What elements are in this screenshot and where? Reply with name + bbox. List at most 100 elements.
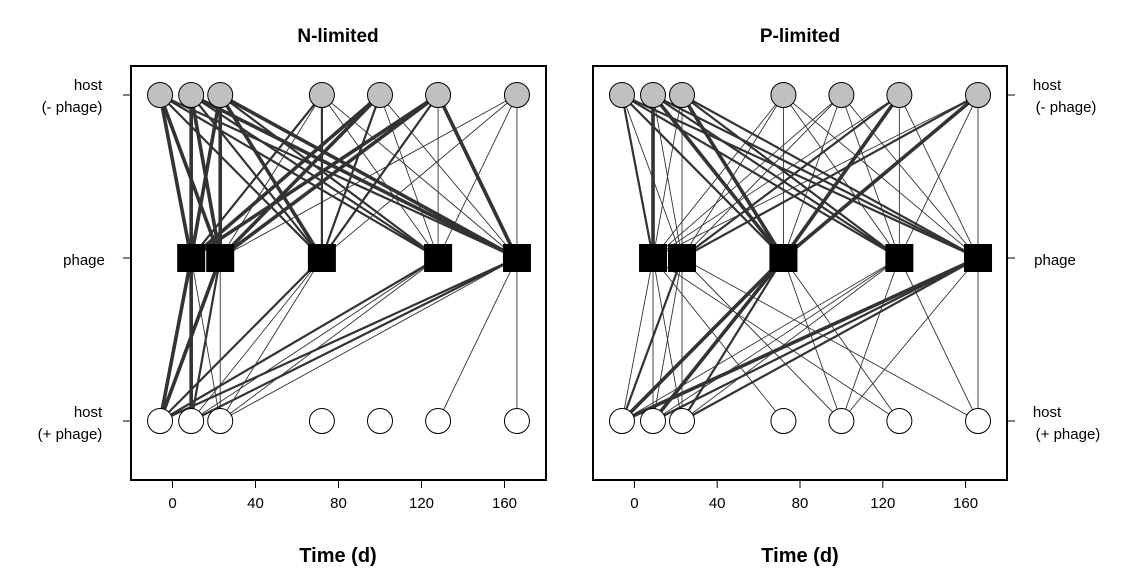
- link-upper: [782, 94, 842, 259]
- link-lower: [219, 257, 518, 422]
- host-minus-node: [640, 82, 667, 108]
- panel-title: P-limited: [760, 26, 840, 47]
- link-lower: [680, 256, 785, 423]
- link-lower: [652, 257, 900, 422]
- host-plus-node: [308, 408, 335, 434]
- link-lower: [158, 256, 323, 423]
- host-minus-node: [770, 82, 797, 108]
- row-axis: [123, 94, 131, 422]
- x-tick-label: 160: [953, 495, 978, 512]
- link-lower: [158, 256, 193, 423]
- x-axis: 0 40 80 120 160: [168, 480, 517, 512]
- nodes-layer: [147, 82, 531, 434]
- link-upper: [189, 93, 382, 260]
- link-lower: [620, 256, 980, 423]
- x-tick-label: 120: [870, 495, 895, 512]
- link-lower: [652, 257, 683, 422]
- link-upper: [219, 94, 518, 259]
- host-minus-node: [425, 82, 452, 108]
- link-lower: [219, 257, 439, 422]
- phage-node: [668, 244, 697, 272]
- link-upper: [218, 93, 440, 260]
- row-label-phage: phage: [1034, 252, 1076, 269]
- x-tick-label: 0: [630, 495, 638, 512]
- host-plus-node: [207, 408, 234, 434]
- host-plus-node: [147, 408, 174, 434]
- link-upper: [898, 94, 979, 259]
- x-tick-label: 120: [409, 495, 434, 512]
- host-plus-node: [425, 408, 452, 434]
- x-tick-label: 40: [247, 495, 264, 512]
- link-upper: [840, 94, 900, 259]
- row-label-phage: phage: [63, 252, 105, 269]
- link-upper: [218, 93, 382, 260]
- link-lower: [620, 256, 786, 423]
- link-lower: [840, 257, 979, 422]
- nodes-layer: [608, 82, 993, 434]
- phage-node: [502, 244, 531, 272]
- host-plus-node: [178, 408, 205, 434]
- link-upper: [190, 93, 323, 260]
- host-plus-node: [828, 408, 855, 434]
- x-tick-label: 160: [492, 495, 517, 512]
- link-lower: [158, 256, 519, 423]
- phage-node: [424, 244, 453, 272]
- host-plus-node: [669, 408, 696, 434]
- link-upper: [681, 94, 842, 259]
- panel-n-limited: N-limited 0 40 80 120 160 host (- phage) pha…: [38, 26, 547, 567]
- row-label-host-minus-line2: (- phage): [1036, 99, 1097, 116]
- link-upper: [189, 93, 519, 260]
- host-minus-node: [608, 82, 635, 108]
- host-minus-node: [147, 82, 174, 108]
- row-axis: [1007, 94, 1015, 422]
- phage-node: [964, 244, 993, 272]
- link-lower: [621, 257, 654, 422]
- phage-node: [177, 244, 206, 272]
- host-plus-node: [608, 408, 635, 434]
- host-minus-node: [308, 82, 335, 108]
- link-upper: [219, 94, 323, 259]
- row-label-host-minus-line2: (- phage): [42, 99, 103, 116]
- x-axis-title: Time (d): [761, 545, 838, 567]
- row-label-host-plus-line1: host: [74, 404, 103, 421]
- links-layer: [620, 93, 980, 423]
- row-label-host-plus-line2: (+ phage): [1036, 426, 1101, 443]
- host-plus-node: [770, 408, 797, 434]
- phage-node: [885, 244, 914, 272]
- link-lower: [681, 257, 900, 422]
- link-upper: [320, 93, 440, 260]
- link-lower: [190, 256, 519, 423]
- row-label-host-minus-line1: host: [1033, 77, 1062, 94]
- host-minus-node: [965, 82, 992, 108]
- link-upper: [158, 93, 193, 260]
- host-minus-node: [367, 82, 393, 108]
- link-lower: [190, 257, 323, 422]
- link-upper: [652, 94, 683, 259]
- link-lower: [898, 257, 979, 422]
- link-upper: [680, 93, 901, 260]
- link-lower: [219, 257, 323, 422]
- link-upper: [189, 93, 440, 260]
- row-label-host-plus-line2: (+ phage): [38, 426, 103, 443]
- link-lower: [190, 256, 222, 423]
- link-upper: [781, 93, 980, 260]
- link-lower: [437, 257, 518, 422]
- host-minus-node: [178, 82, 205, 108]
- host-minus-node: [669, 82, 696, 108]
- x-tick-label: 0: [168, 495, 176, 512]
- host-plus-node: [886, 408, 913, 434]
- link-lower: [681, 257, 842, 422]
- x-tick-label: 80: [330, 495, 347, 512]
- phage-node: [639, 244, 668, 272]
- link-upper: [437, 94, 518, 259]
- link-lower: [190, 257, 439, 422]
- phage-node: [307, 244, 336, 272]
- link-upper: [158, 93, 323, 260]
- link-upper: [379, 94, 439, 259]
- host-plus-node: [503, 408, 530, 434]
- host-minus-node: [503, 82, 530, 108]
- x-axis: 0 40 80 120 160: [630, 480, 978, 512]
- link-upper: [652, 94, 784, 259]
- link-upper: [652, 94, 842, 259]
